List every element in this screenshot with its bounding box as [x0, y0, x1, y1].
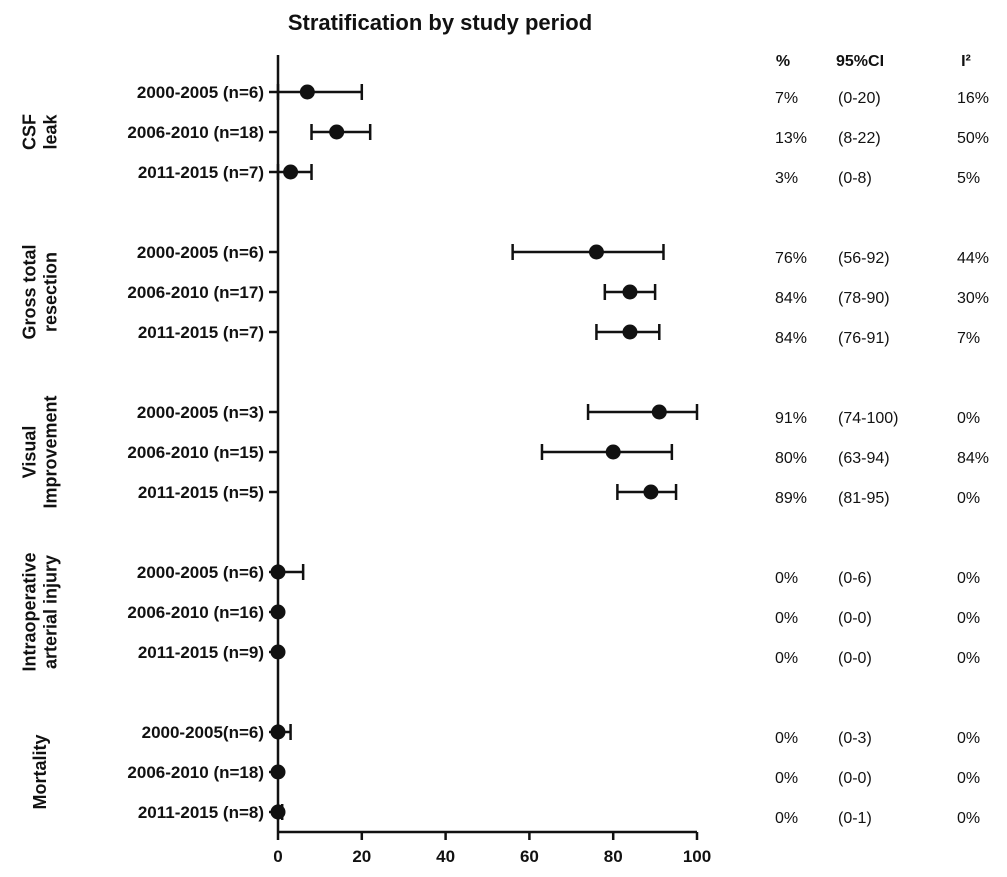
stat-i2: 16% — [957, 90, 989, 107]
x-tick-label: 60 — [520, 847, 539, 866]
row-label: 2006-2010 (n=15) — [127, 443, 264, 462]
plot-area: 2000-2005 (n=6) 7% (0-20) 16% 2006-2010 (n=1… — [20, 83, 990, 827]
row-label: 2000-2005(n=6) — [142, 723, 264, 742]
estimate-point — [270, 604, 286, 620]
stat-ci: (76-91) — [838, 330, 890, 347]
stat-ci: (56-92) — [838, 250, 890, 267]
stat-percent: 7% — [775, 90, 798, 107]
estimate-point — [643, 484, 659, 500]
stat-ci: (0-20) — [838, 90, 881, 107]
stat-percent: 3% — [775, 170, 798, 187]
row-label: 2011-2015 (n=7) — [138, 323, 264, 342]
stat-percent: 91% — [775, 410, 807, 427]
group-label: Intraoperative — [20, 552, 40, 671]
stat-i2: 0% — [957, 650, 980, 667]
group-label: arterial injury — [41, 555, 61, 669]
stat-ci: (0-0) — [838, 610, 872, 627]
stat-i2: 0% — [957, 610, 980, 627]
estimate-point — [270, 644, 286, 660]
stat-i2: 7% — [957, 330, 980, 347]
stat-percent: 0% — [775, 810, 798, 827]
stat-i2: 0% — [957, 410, 980, 427]
stat-percent: 0% — [775, 610, 798, 627]
row-label: 2000-2005 (n=6) — [137, 83, 264, 102]
row-label: 2006-2010 (n=18) — [127, 123, 264, 142]
estimate-point — [651, 404, 667, 420]
stat-ci: (0-0) — [838, 770, 872, 787]
stat-ci: (81-95) — [838, 490, 890, 507]
stat-ci: (0-6) — [838, 570, 872, 587]
stat-ci: (0-0) — [838, 650, 872, 667]
estimate-point — [605, 444, 621, 460]
stat-i2: 50% — [957, 130, 989, 147]
stat-percent: 0% — [775, 650, 798, 667]
stat-ci: (0-3) — [838, 730, 872, 747]
stat-ci: (74-100) — [838, 410, 898, 427]
row-label: 2000-2005 (n=3) — [137, 403, 264, 422]
estimate-point — [270, 764, 286, 780]
stat-ci: (8-22) — [838, 130, 881, 147]
x-tick-label: 40 — [436, 847, 455, 866]
column-header-i2: I² — [961, 53, 971, 70]
stat-i2: 44% — [957, 250, 989, 267]
estimate-point — [283, 164, 299, 180]
x-tick-label: 20 — [352, 847, 371, 866]
x-tick-label: 100 — [683, 847, 711, 866]
row-label: 2011-2015 (n=7) — [138, 163, 264, 182]
group-label: resection — [41, 252, 61, 332]
stat-percent: 0% — [775, 570, 798, 587]
group-label: Visual — [20, 426, 40, 479]
stat-percent: 84% — [775, 290, 807, 307]
stat-i2: 5% — [957, 170, 980, 187]
group-label: Mortality — [30, 734, 50, 809]
stat-i2: 0% — [957, 490, 980, 507]
group-label: CSF — [20, 114, 40, 150]
stat-percent: 84% — [775, 330, 807, 347]
stat-percent: 13% — [775, 130, 807, 147]
estimate-point — [299, 84, 315, 100]
stat-ci: (63-94) — [838, 450, 890, 467]
group-label: Gross total — [20, 244, 40, 339]
estimate-point — [622, 324, 638, 340]
stat-i2: 30% — [957, 290, 989, 307]
row-label: 2011-2015 (n=9) — [138, 643, 264, 662]
x-axis: 0 20 40 60 80 100 — [273, 55, 711, 866]
row-label: 2011-2015 (n=5) — [138, 483, 264, 502]
chart-title: Stratification by study period — [288, 10, 592, 35]
stat-percent: 0% — [775, 770, 798, 787]
stat-i2: 0% — [957, 730, 980, 747]
stat-ci: (78-90) — [838, 290, 890, 307]
row-label: 2000-2005 (n=6) — [137, 563, 264, 582]
stat-ci: (0-1) — [838, 810, 872, 827]
group-label: leak — [41, 114, 61, 150]
column-header-percent: % — [776, 53, 790, 70]
stat-i2: 0% — [957, 770, 980, 787]
x-tick-label: 80 — [604, 847, 623, 866]
stat-i2: 0% — [957, 570, 980, 587]
row-label: 2011-2015 (n=8) — [138, 803, 264, 822]
stat-percent: 80% — [775, 450, 807, 467]
row-label: 2006-2010 (n=17) — [127, 283, 264, 302]
estimate-point — [270, 804, 286, 820]
estimate-point — [329, 124, 345, 140]
estimate-point — [270, 724, 286, 740]
row-label: 2006-2010 (n=16) — [127, 603, 264, 622]
estimate-point — [270, 564, 286, 580]
stat-percent: 89% — [775, 490, 807, 507]
stat-i2: 0% — [957, 810, 980, 827]
x-tick-label: 0 — [273, 847, 282, 866]
row-label: 2006-2010 (n=18) — [127, 763, 264, 782]
stat-ci: (0-8) — [838, 170, 872, 187]
estimate-point — [588, 244, 604, 260]
group-label: Improvement — [41, 395, 61, 508]
stat-i2: 84% — [957, 450, 989, 467]
estimate-point — [622, 284, 638, 300]
stat-percent: 0% — [775, 730, 798, 747]
row-label: 2000-2005 (n=6) — [137, 243, 264, 262]
stat-percent: 76% — [775, 250, 807, 267]
column-header-ci: 95%CI — [836, 53, 884, 70]
